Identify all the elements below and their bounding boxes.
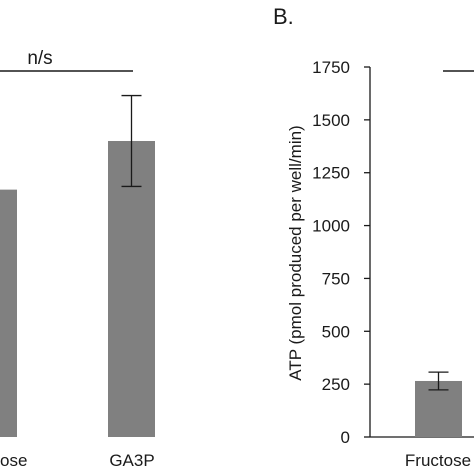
error-bar-a-ga3p	[121, 94, 142, 188]
y-tick-label-b: 750	[322, 269, 350, 288]
panel-label-b: B.	[273, 4, 294, 29]
bar-a-ga3p	[108, 141, 155, 437]
x-tick-label-a-left: ose	[0, 451, 27, 470]
error-bar-b-fructose	[428, 371, 449, 391]
x-tick-label-a-ga3p: GA3P	[109, 451, 154, 470]
y-tick-label-b: 0	[341, 428, 350, 447]
y-tick-label-b: 1250	[312, 164, 350, 183]
y-axis-ticks-b: 0 250 500 750 1000 1250 1500 1750	[312, 58, 370, 447]
bar-a-left	[0, 189, 17, 437]
y-tick-label-b: 250	[322, 375, 350, 394]
panel-a: n/s ose GA3P	[0, 48, 155, 470]
panel-b: B. ATP (pmol produced per well/min) 0 250…	[273, 4, 474, 470]
x-tick-label-b-fructose: Fructose	[405, 451, 471, 470]
y-axis-label-b: ATP (pmol produced per well/min)	[286, 125, 305, 380]
y-tick-label-b: 1500	[312, 111, 350, 130]
y-tick-label-b: 1000	[312, 217, 350, 236]
significance-label-a: n/s	[27, 48, 52, 69]
y-tick-label-b: 500	[322, 322, 350, 341]
y-tick-label-b: 1750	[312, 58, 350, 77]
